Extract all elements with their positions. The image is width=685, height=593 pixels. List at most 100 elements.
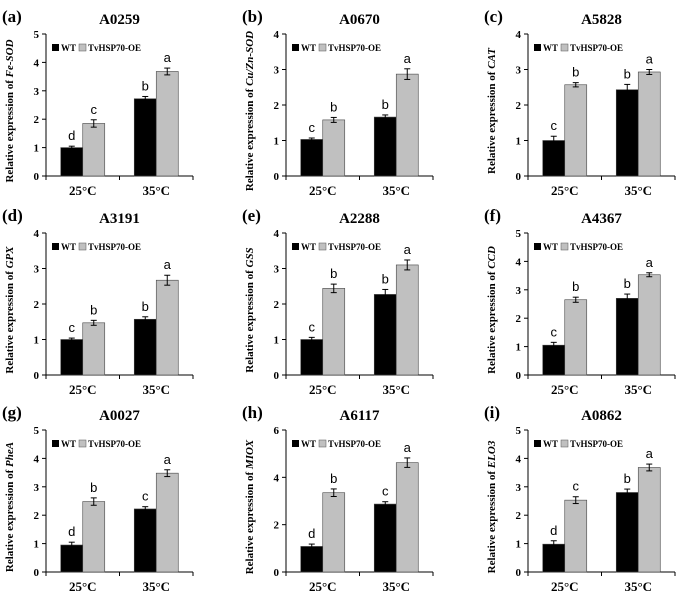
- legend-swatch-wt: [534, 440, 541, 447]
- legend-swatch-wt: [52, 243, 59, 250]
- y-tick-label: 3: [516, 482, 522, 494]
- y-tick-label: 1: [34, 335, 40, 347]
- chart-panel-5: (f) A4367 0 1 2 3 4 5 25°C 35°C Relative expressio…: [484, 206, 676, 397]
- y-tick-label: 0: [516, 171, 522, 183]
- y-axis-label: Relative expression of GSS: [244, 247, 256, 372]
- significance-letter: c: [91, 102, 98, 117]
- y-tick-label: 3: [274, 264, 280, 276]
- legend-label-oe: TvHSP70-OE: [328, 43, 381, 53]
- legend-swatch-oe: [78, 439, 87, 448]
- y-axis-label-prefix: Relative expression of: [244, 267, 256, 372]
- chart-panel-8: (i) A0862 0 1 2 3 4 5 25°C 35°C Relative expressio…: [484, 403, 676, 593]
- bar-wt: [133, 318, 157, 376]
- y-tick-label: 3: [34, 264, 40, 276]
- y-tick-label: 1: [516, 539, 522, 551]
- x-tick-label: 35°C: [624, 579, 652, 593]
- legend-label-wt: WT: [301, 43, 316, 53]
- legend-swatch-wt: [292, 440, 299, 447]
- significance-letter: b: [572, 279, 579, 294]
- bar-oe: [322, 119, 346, 177]
- y-tick-label: 1: [274, 335, 280, 347]
- significance-letter: a: [404, 242, 412, 257]
- significance-letter: d: [550, 523, 557, 538]
- significance-letter: c: [142, 489, 149, 504]
- chart-title: A0862: [581, 408, 622, 424]
- significance-letter: c: [69, 320, 76, 335]
- y-tick-label: 2: [34, 299, 40, 311]
- y-axis-label-prefix: Relative expression of: [486, 69, 498, 174]
- legend: WT TvHSP70-OE: [534, 242, 623, 252]
- bar-oe: [395, 462, 419, 573]
- legend-swatch-wt: [292, 243, 299, 250]
- chart-title: A3191: [99, 211, 140, 227]
- y-tick-label: 4: [34, 57, 40, 69]
- legend-swatch-wt: [534, 243, 541, 250]
- y-tick-label: 0: [34, 567, 40, 579]
- bar-wt: [60, 544, 84, 573]
- y-axis-label-gene: MIOX: [244, 439, 256, 470]
- chart-title: A2288: [339, 211, 380, 227]
- significance-letter: c: [309, 319, 316, 334]
- significance-letter: c: [309, 120, 316, 135]
- panel-label: (i): [484, 403, 500, 422]
- significance-letter: b: [90, 480, 97, 495]
- bar-oe: [82, 322, 106, 376]
- y-tick-label: 3: [34, 86, 40, 98]
- y-tick-label: 5: [516, 228, 522, 240]
- y-tick-label: 4: [34, 228, 40, 240]
- y-axis-label: Relative expression of Fe-SOD: [4, 39, 16, 182]
- y-axis-label-gene: PheA: [4, 442, 16, 467]
- bar-wt: [300, 139, 324, 177]
- x-tick-label: 35°C: [142, 183, 170, 198]
- x-tick-label: 35°C: [382, 382, 410, 397]
- y-tick-label: 0: [516, 370, 522, 382]
- bar-oe: [155, 279, 179, 376]
- legend-label-wt: WT: [543, 439, 558, 449]
- legend: WT TvHSP70-OE: [52, 242, 141, 252]
- legend: WT TvHSP70-OE: [52, 43, 141, 53]
- bar-wt: [615, 298, 639, 376]
- y-tick-label: 0: [516, 567, 522, 579]
- x-tick-label: 25°C: [309, 183, 337, 198]
- y-tick-label: 0: [274, 370, 280, 382]
- chart-title: A5828: [581, 12, 622, 28]
- significance-letter: c: [573, 479, 580, 494]
- legend: WT TvHSP70-OE: [292, 43, 381, 53]
- y-axis-label: Relative expression of CAT: [486, 47, 498, 174]
- y-tick-label: 3: [274, 65, 280, 77]
- significance-letter: b: [624, 276, 631, 291]
- significance-letter: a: [646, 52, 654, 67]
- legend: WT TvHSP70-OE: [52, 439, 141, 449]
- y-axis-label-prefix: Relative expression of: [4, 467, 16, 572]
- x-tick-label: 25°C: [69, 382, 97, 397]
- y-axis-label-prefix: Relative expression of: [4, 77, 16, 182]
- chart-panel-4: (e) A2288 0 1 2 3 4 25°C 35°C Relative expression…: [242, 206, 434, 397]
- legend-label-wt: WT: [61, 43, 76, 53]
- chart-panel-1: (b) A0670 0 1 2 3 4 25°C 35°C Relative expression…: [242, 7, 434, 198]
- bar-oe: [637, 274, 661, 376]
- legend-swatch-oe: [318, 242, 327, 251]
- chart-panel-3: (d) A3191 0 1 2 3 4 25°C 35°C Relative expression…: [2, 206, 194, 397]
- bar-wt: [542, 344, 566, 376]
- bar-oe: [82, 123, 106, 177]
- legend-label-wt: WT: [61, 439, 76, 449]
- y-tick-label: 2: [516, 100, 522, 112]
- panel-label: (e): [242, 206, 261, 225]
- significance-letter: b: [572, 65, 579, 80]
- panel-label: (g): [2, 403, 22, 422]
- legend-swatch-oe: [318, 43, 327, 52]
- y-tick-label: 1: [34, 143, 40, 155]
- y-tick-label: 4: [516, 453, 522, 465]
- bar-oe: [82, 501, 106, 573]
- legend-label-oe: TvHSP70-OE: [88, 43, 141, 53]
- y-axis-label-gene: GSS: [244, 247, 256, 267]
- chart-panel-7: (h) A6117 0 2 4 6 25°C 35°C Relative expression …: [242, 403, 434, 593]
- y-tick-label: 2: [516, 313, 522, 325]
- legend-label-oe: TvHSP70-OE: [570, 43, 623, 53]
- y-tick-label: 5: [34, 29, 40, 41]
- x-tick-label: 35°C: [142, 579, 170, 593]
- x-tick-label: 35°C: [624, 382, 652, 397]
- bar-wt: [542, 543, 566, 573]
- significance-letter: a: [404, 440, 412, 455]
